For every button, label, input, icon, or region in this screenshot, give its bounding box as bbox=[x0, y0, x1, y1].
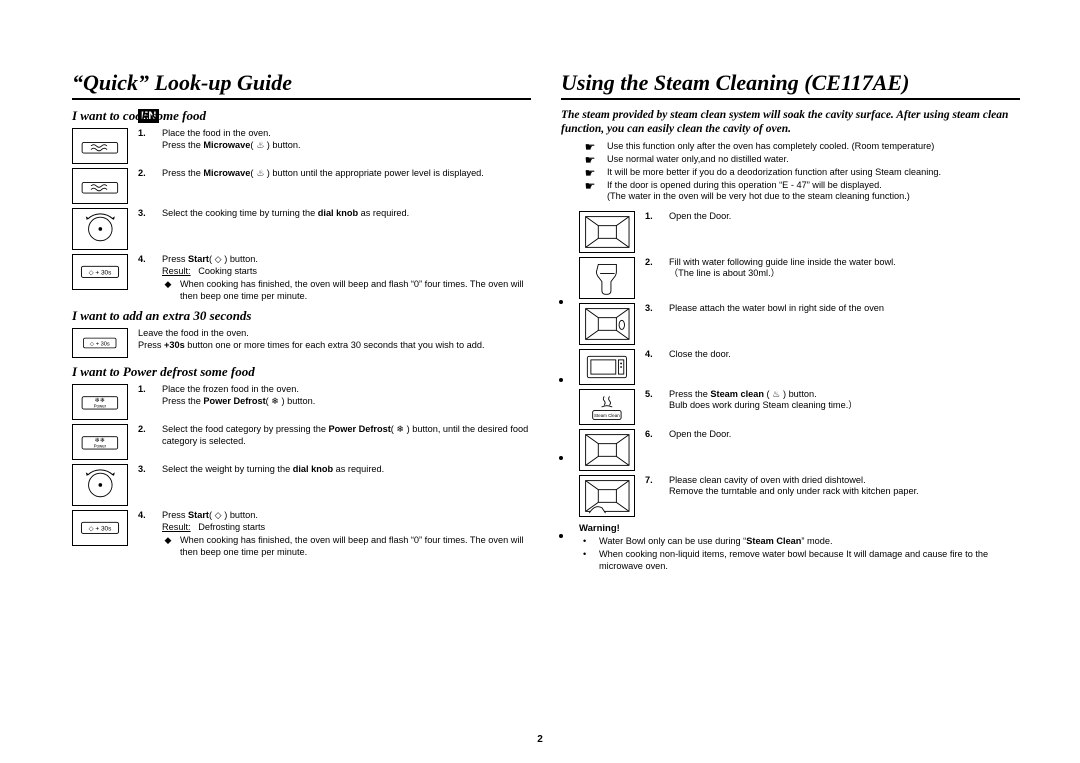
hand-note: ☛It will be more better if you do a deod… bbox=[583, 167, 1020, 179]
hand-note: ☛If the door is opened during this opera… bbox=[583, 180, 1020, 203]
step-number: 7. bbox=[645, 475, 659, 487]
step-text: Press Start( ◇ ) button.Result: Defrosti… bbox=[162, 510, 531, 558]
step-figure: ❄❄Power bbox=[72, 384, 128, 420]
sec3-steps: ❄❄Power 1. Place the frozen food in the ov… bbox=[72, 384, 531, 558]
step-figure: ◇ + 30s bbox=[72, 254, 128, 290]
warning-item: •Water Bowl only can be use during “Stea… bbox=[583, 536, 1020, 548]
step-figure: ❄❄Power bbox=[72, 424, 128, 460]
step-number: 2. bbox=[138, 424, 152, 436]
step-row: Steam Clean 5. Press the Steam clean ( ♨ )… bbox=[579, 389, 1020, 425]
svg-text:Power: Power bbox=[94, 403, 107, 408]
step-text: Open the Door. bbox=[669, 429, 1020, 441]
pointing-hand-icon: ☛ bbox=[583, 154, 597, 166]
step-row: ❄❄Power 2. Select the food category by pre… bbox=[72, 424, 531, 460]
step-text: Press Start( ◇ ) button.Result: Cooking … bbox=[162, 254, 531, 302]
step-row: ◇ + 30s 4. Press Start( ◇ ) button.Result:… bbox=[72, 510, 531, 558]
step-figure bbox=[72, 128, 128, 164]
right-intro: The steam provided by steam clean system… bbox=[561, 108, 1020, 137]
hand-notes: ☛Use this function only after the oven h… bbox=[583, 141, 1020, 203]
margin-dots bbox=[559, 300, 563, 538]
step-row: 3. Select the weight by turning the dial … bbox=[72, 464, 531, 506]
svg-text:◇ + 30s: ◇ + 30s bbox=[89, 526, 113, 533]
step-figure bbox=[72, 464, 128, 506]
svg-text:Steam Clean: Steam Clean bbox=[594, 413, 620, 418]
step-row: 7. Please clean cavity of oven with dried… bbox=[579, 475, 1020, 517]
step-figure: ◇ + 30s bbox=[72, 510, 128, 546]
step-number: 3. bbox=[645, 303, 659, 315]
step-text: Please clean cavity of oven with dried d… bbox=[669, 475, 1020, 498]
step-text: Please attach the water bowl in right si… bbox=[669, 303, 1020, 315]
sec3-heading: I want to Power defrost some food bbox=[72, 364, 531, 380]
step-figure bbox=[579, 211, 635, 253]
step-sub-bullet: ◆When cooking has finished, the oven wil… bbox=[162, 279, 531, 302]
sec1-steps: 1. Place the food in the oven.Press the M… bbox=[72, 128, 531, 302]
warning-list: •Water Bowl only can be use during “Stea… bbox=[561, 536, 1020, 573]
step-number: 6. bbox=[645, 429, 659, 441]
svg-text:◇ + 30s: ◇ + 30s bbox=[90, 341, 110, 347]
svg-text:Power: Power bbox=[94, 443, 107, 448]
step-row: ❄❄Power 1. Place the frozen food in the ov… bbox=[72, 384, 531, 420]
warning-item: •When cooking non-liquid items, remove w… bbox=[583, 549, 1020, 573]
step-text: Close the door. bbox=[669, 349, 1020, 361]
step-figure bbox=[579, 303, 635, 345]
step-number: 4. bbox=[138, 510, 152, 522]
step-text: Place the frozen food in the oven.Press … bbox=[162, 384, 531, 407]
step-text: Open the Door. bbox=[669, 211, 1020, 223]
step-row: 3. Please attach the water bowl in right … bbox=[579, 303, 1020, 345]
step-number: 5. bbox=[645, 389, 659, 401]
svg-text:◇ + 30s: ◇ + 30s bbox=[89, 270, 113, 277]
right-steps: 1. Open the Door. 2. Fill with water follow… bbox=[579, 211, 1020, 517]
step-row: ◇ + 30s 4. Press Start( ◇ ) button.Result:… bbox=[72, 254, 531, 302]
pointing-hand-icon: ☛ bbox=[583, 141, 597, 153]
step-number: 1. bbox=[645, 211, 659, 223]
step-number: 1. bbox=[138, 384, 152, 396]
page-container: “Quick” Look-up Guide I want to cook som… bbox=[60, 70, 1020, 574]
sec2-block: ◇ + 30s Leave the food in the oven.Press… bbox=[72, 328, 531, 358]
hand-note: ☛Use this function only after the oven h… bbox=[583, 141, 1020, 153]
step-text: Select the weight by turning the dial kn… bbox=[162, 464, 531, 476]
step-row: 1. Place the food in the oven.Press the M… bbox=[72, 128, 531, 164]
step-text: Select the cooking time by turning the d… bbox=[162, 208, 531, 220]
step-sub-bullet: ◆When cooking has finished, the oven wil… bbox=[162, 535, 531, 558]
pointing-hand-icon: ☛ bbox=[583, 180, 597, 203]
step-row: 1. Open the Door. bbox=[579, 211, 1020, 253]
left-chapter-title: “Quick” Look-up Guide bbox=[72, 70, 531, 100]
pointing-hand-icon: ☛ bbox=[583, 167, 597, 179]
step-figure bbox=[579, 429, 635, 471]
step-figure bbox=[579, 349, 635, 385]
step-row: 2. Press the Microwave( ♨ ) button until … bbox=[72, 168, 531, 204]
step-figure bbox=[72, 168, 128, 204]
step-number: 4. bbox=[138, 254, 152, 266]
hand-note: ☛Use normal water only,and no distilled … bbox=[583, 154, 1020, 166]
step-text: Fill with water following guide line ins… bbox=[669, 257, 1020, 280]
warning-heading: Warning! bbox=[579, 523, 1020, 534]
step-number: 2. bbox=[138, 168, 152, 180]
page-number: 2 bbox=[537, 734, 543, 745]
step-row: 4. Close the door. bbox=[579, 349, 1020, 385]
step-text: Press the Microwave( ♨ ) button until th… bbox=[162, 168, 531, 180]
step-number: 3. bbox=[138, 208, 152, 220]
right-column: Using the Steam Cleaning (CE117AE) The s… bbox=[561, 70, 1020, 574]
left-column: “Quick” Look-up Guide I want to cook som… bbox=[60, 70, 531, 574]
sec2-figure: ◇ + 30s bbox=[72, 328, 128, 358]
step-number: 3. bbox=[138, 464, 152, 476]
step-figure bbox=[579, 475, 635, 517]
step-number: 4. bbox=[645, 349, 659, 361]
step-figure bbox=[579, 257, 635, 299]
step-text: Place the food in the oven.Press the Mic… bbox=[162, 128, 531, 151]
step-figure bbox=[72, 208, 128, 250]
sec2-text: Leave the food in the oven.Press +30s bu… bbox=[138, 328, 531, 358]
step-text: Press the Steam clean ( ♨ ) button.Bulb … bbox=[669, 389, 1020, 412]
step-text: Select the food category by pressing the… bbox=[162, 424, 531, 447]
right-chapter-title: Using the Steam Cleaning (CE117AE) bbox=[561, 70, 1020, 100]
step-row: 6. Open the Door. bbox=[579, 429, 1020, 471]
step-number: 1. bbox=[138, 128, 152, 140]
step-row: 3. Select the cooking time by turning the… bbox=[72, 208, 531, 250]
step-row: 2. Fill with water following guide line i… bbox=[579, 257, 1020, 299]
sec1-heading: I want to cook some food bbox=[72, 108, 531, 124]
sec2-heading: I want to add an extra 30 seconds bbox=[72, 308, 531, 324]
step-number: 2. bbox=[645, 257, 659, 269]
step-figure: Steam Clean bbox=[579, 389, 635, 425]
